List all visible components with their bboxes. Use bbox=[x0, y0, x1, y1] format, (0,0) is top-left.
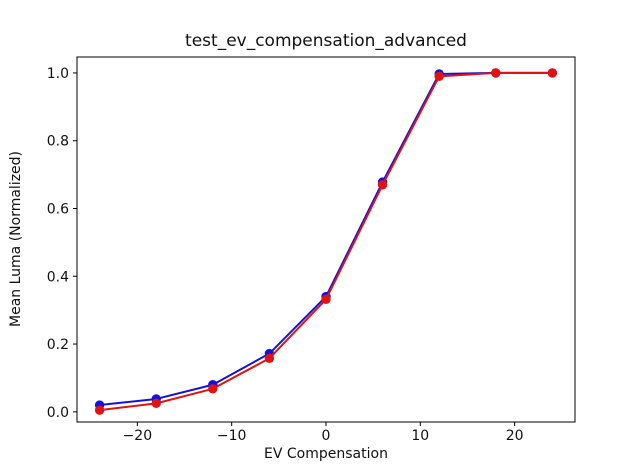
y-tick-label: 0.4 bbox=[47, 269, 69, 285]
y-tick-label: 0.2 bbox=[47, 337, 69, 353]
y-axis-label: Mean Luma (Normalized) bbox=[8, 151, 24, 327]
chart-title: test_ev_compensation_advanced bbox=[185, 31, 467, 51]
x-tick-label: −10 bbox=[217, 428, 247, 444]
x-tick-label: 0 bbox=[322, 428, 331, 444]
blue-series-line bbox=[98, 71, 554, 407]
x-tick-label: −20 bbox=[123, 428, 153, 444]
y-tick-label: 0.8 bbox=[47, 134, 69, 150]
y-tick-label: 1.0 bbox=[47, 66, 69, 82]
axes-frame bbox=[76, 56, 576, 423]
y-tick-label: 0.6 bbox=[47, 201, 69, 217]
x-axis-label: EV Compensation bbox=[264, 446, 388, 462]
x-tick-label: 10 bbox=[411, 428, 429, 444]
red-series-line bbox=[98, 71, 554, 412]
x-tick-label: 20 bbox=[506, 428, 524, 444]
y-tick-label: 0.0 bbox=[47, 405, 69, 421]
